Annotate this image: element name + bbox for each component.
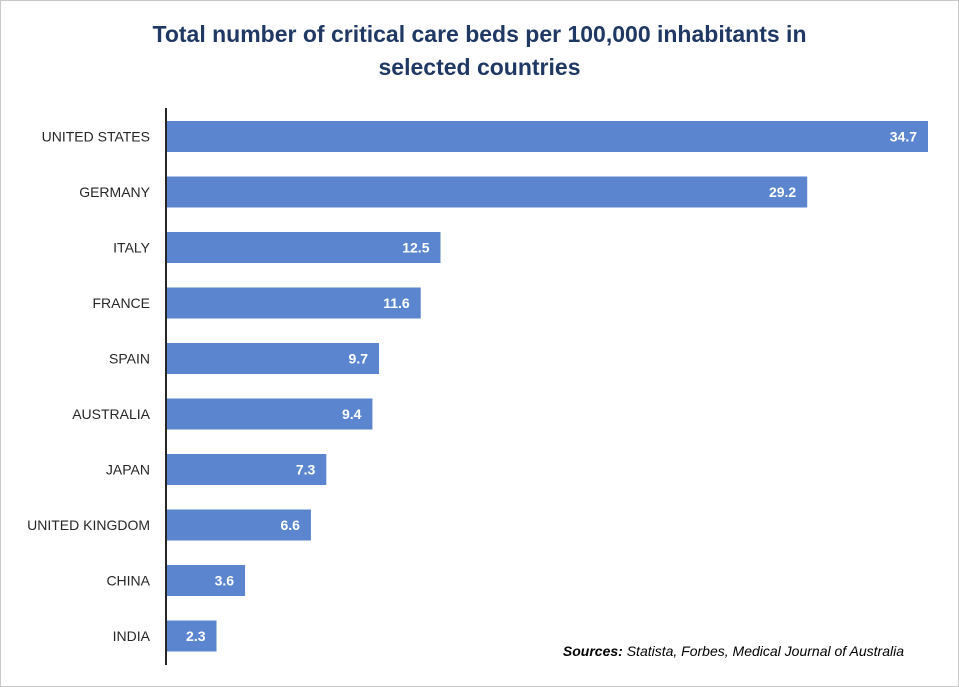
bar [166,509,311,541]
sources-label: Sources: [562,643,623,659]
data-label: 29.2 [769,184,796,200]
bar [166,565,246,596]
bar [166,343,380,374]
data-label: 6.6 [280,517,300,533]
bar [166,176,808,208]
chart-title-line-1: Total number of critical care beds per 1… [152,21,807,47]
bar [166,620,217,652]
bar [166,287,421,319]
category-label: ITALY [113,240,150,256]
category-label: AUSTRALIA [72,406,150,422]
data-label: 34.7 [890,129,917,145]
category-label: UNITED KINGDOM [27,517,150,533]
category-label: INDIA [113,628,151,644]
bar [166,398,373,430]
data-label: 2.3 [186,628,206,644]
data-label: 12.5 [402,240,429,256]
data-label: 11.6 [383,295,410,311]
category-label: UNITED STATES [42,129,150,145]
bar [166,454,327,485]
sources-text: Statista, Forbes, Medical Journal of Aus… [622,643,904,659]
sources-note: Sources: Statista, Forbes, Medical Journ… [563,643,904,659]
data-label: 9.7 [349,351,369,367]
data-label: 9.4 [342,406,362,422]
category-label: JAPAN [106,462,150,478]
category-label: FRANCE [92,295,150,311]
bar [166,232,441,263]
data-label: 7.3 [296,462,316,478]
category-label: CHINA [106,573,150,589]
category-label: GERMANY [79,184,150,200]
chart-title: Total number of critical care beds per 1… [0,18,959,84]
chart-title-line-2: selected countries [378,54,581,80]
category-label: SPAIN [109,351,150,367]
data-label: 3.6 [215,573,235,589]
bar [166,121,928,152]
